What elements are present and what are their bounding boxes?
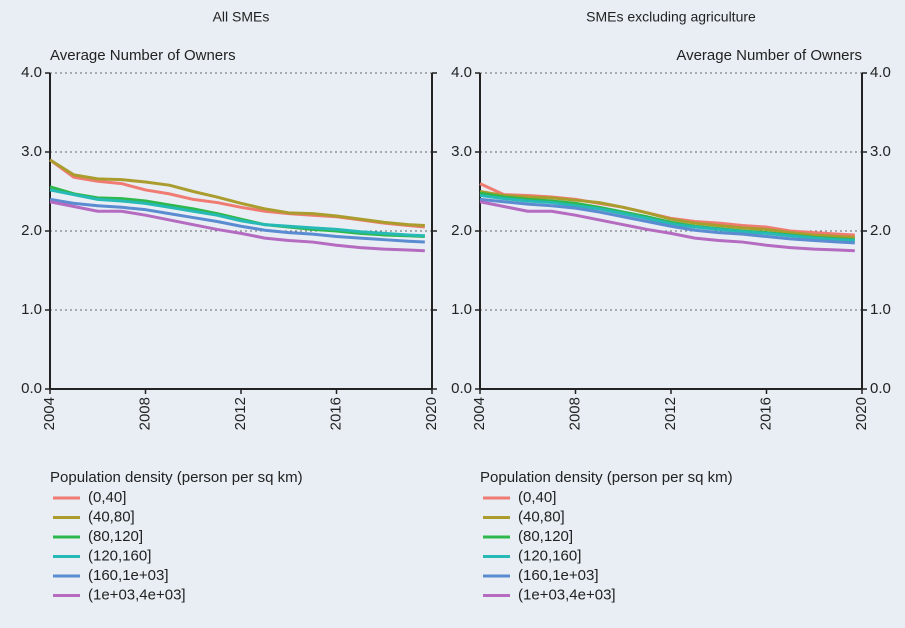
x-tick-label: 2016 (327, 397, 344, 430)
y-tick-label: 4.0 (870, 64, 891, 81)
x-tick-label: 2012 (662, 397, 679, 430)
x-tick-label: 2012 (232, 397, 249, 430)
legend-label: (120,160] (88, 547, 151, 564)
y-axis-label: Average Number of Owners (50, 47, 236, 64)
legend-label: (80,120] (518, 528, 573, 545)
chart-title: All SMEs (213, 9, 270, 25)
x-tick-label: 2008 (136, 397, 153, 430)
y-tick-label: 0.0 (870, 380, 891, 397)
y-tick-label: 2.0 (451, 222, 472, 239)
y-tick-label: 1.0 (21, 301, 42, 318)
series-line (479, 197, 855, 245)
y-tick-label: 3.0 (21, 143, 42, 160)
legend-label: (1e+03,4e+03] (518, 586, 616, 603)
y-tick-label: 1.0 (451, 301, 472, 318)
legend-label: (80,120] (88, 528, 143, 545)
legend-label: (0,40] (518, 489, 556, 506)
y-tick-label: 0.0 (451, 380, 472, 397)
y-tick-label: 4.0 (451, 64, 472, 81)
legend-label: (160,1e+03] (88, 567, 169, 584)
legend-title: Population density (person per sq km) (50, 469, 303, 486)
series-line (49, 197, 425, 244)
y-tick-label: 2.0 (21, 222, 42, 239)
series-line (49, 185, 425, 239)
y-tick-label: 4.0 (21, 64, 42, 81)
series-line (49, 158, 425, 227)
x-tick-label: 2020 (853, 397, 870, 430)
series-line (49, 200, 425, 253)
x-tick-label: 2020 (423, 397, 440, 430)
legend-label: (1e+03,4e+03] (88, 586, 186, 603)
series-line (479, 193, 855, 242)
series-line (479, 200, 855, 253)
y-tick-label: 3.0 (451, 143, 472, 160)
y-axis-label: Average Number of Owners (676, 47, 862, 64)
legend-label: (40,80] (518, 508, 565, 525)
x-tick-label: 2016 (757, 397, 774, 430)
series-line (49, 188, 425, 238)
legend-label: (160,1e+03] (518, 567, 599, 584)
x-tick-label: 2004 (471, 397, 488, 430)
legend-label: (0,40] (88, 489, 126, 506)
series-line (479, 190, 855, 239)
legend-label: (120,160] (518, 547, 581, 564)
legend-title: Population density (person per sq km) (480, 469, 733, 486)
legend-label: (40,80] (88, 508, 135, 525)
y-tick-label: 3.0 (870, 143, 891, 160)
y-tick-label: 0.0 (21, 380, 42, 397)
y-tick-label: 1.0 (870, 301, 891, 318)
y-tick-label: 2.0 (870, 222, 891, 239)
x-tick-label: 2008 (566, 397, 583, 430)
chart-title: SMEs excluding agriculture (586, 9, 756, 25)
x-tick-label: 2004 (41, 397, 58, 430)
